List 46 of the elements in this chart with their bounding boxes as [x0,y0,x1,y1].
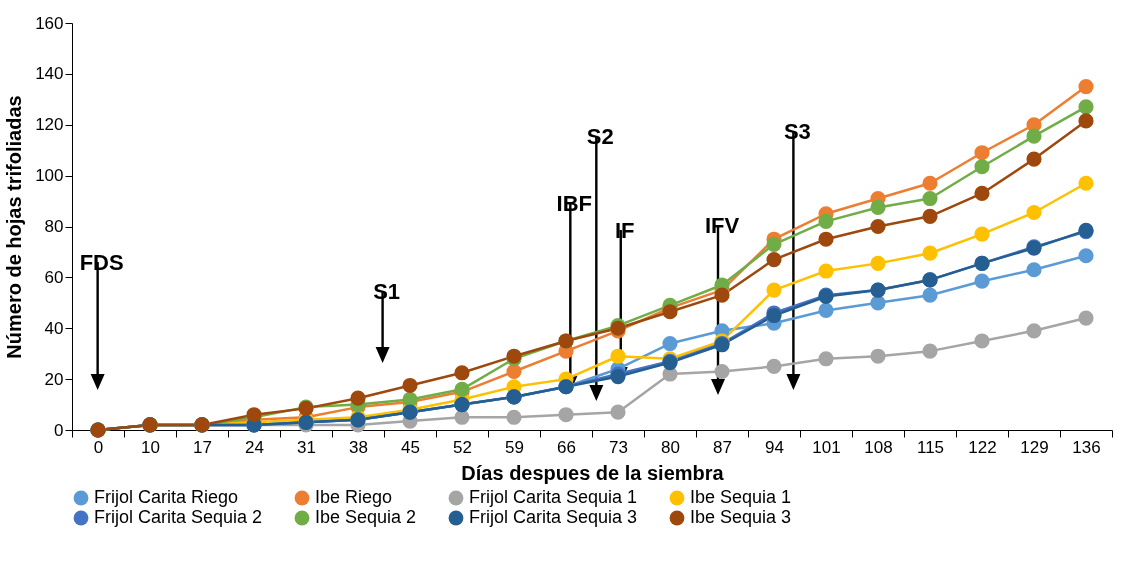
x-tick-label: 45 [401,437,420,457]
annotation: FDS [79,250,124,275]
legend-label: Frijol Carita Sequia 3 [469,507,638,527]
x-tick-label: 59 [505,437,524,457]
annotation: IBF [556,191,593,216]
legend-label: Ibe Sequia 3 [690,507,792,527]
x-axis-title: Días despues de la siembra [461,461,725,484]
x-tick-label: 129 [1020,437,1049,457]
legend-label: Ibe Sequia 2 [315,507,417,527]
x-tick-label: 136 [1072,437,1101,457]
x-tick-label: 17 [193,437,212,457]
y-tick-label: 60 [44,267,64,287]
x-tick-label: 80 [661,437,680,457]
x-tick-label: 101 [812,437,841,457]
annotation: S1 [373,279,401,304]
x-tick-label: 87 [713,437,732,457]
y-tick-label: 140 [35,64,64,84]
legend-label: Frijol Carita Riego [94,487,239,507]
y-tick-label: 20 [44,369,64,389]
y-tick-label: 40 [44,318,64,338]
legend-label: Frijol Carita Sequia 2 [94,507,263,527]
annotation: S2 [586,124,614,149]
x-tick-label: 66 [557,437,576,457]
x-tick-label: 10 [141,437,160,457]
legend-label: Frijol Carita Sequia 1 [469,487,638,507]
annotation: IFV [704,213,740,238]
x-tick-label: 122 [968,437,997,457]
x-tick-label: 108 [864,437,893,457]
x-tick-label: 73 [609,437,628,457]
annotation: S3 [783,119,811,144]
y-tick-label: 120 [35,115,64,135]
y-tick-label: 0 [54,420,64,440]
y-tick-label: 160 [35,13,64,33]
legend-label: Ibe Sequia 1 [690,487,792,507]
annotation: IF [614,218,635,243]
x-tick-label: 52 [453,437,472,457]
y-tick-label: 80 [44,217,64,236]
legend-label: Ibe Riego [315,487,393,507]
y-axis-title: Número de hojas trifoliadas [3,95,26,359]
x-tick-label: 31 [297,437,316,457]
x-tick-label: 115 [916,437,945,457]
x-tick-label: 38 [349,437,368,457]
x-tick-label: 0 [93,437,104,457]
x-tick-label: 24 [245,437,264,457]
y-tick-label: 100 [35,166,64,186]
x-tick-label: 94 [765,437,784,457]
